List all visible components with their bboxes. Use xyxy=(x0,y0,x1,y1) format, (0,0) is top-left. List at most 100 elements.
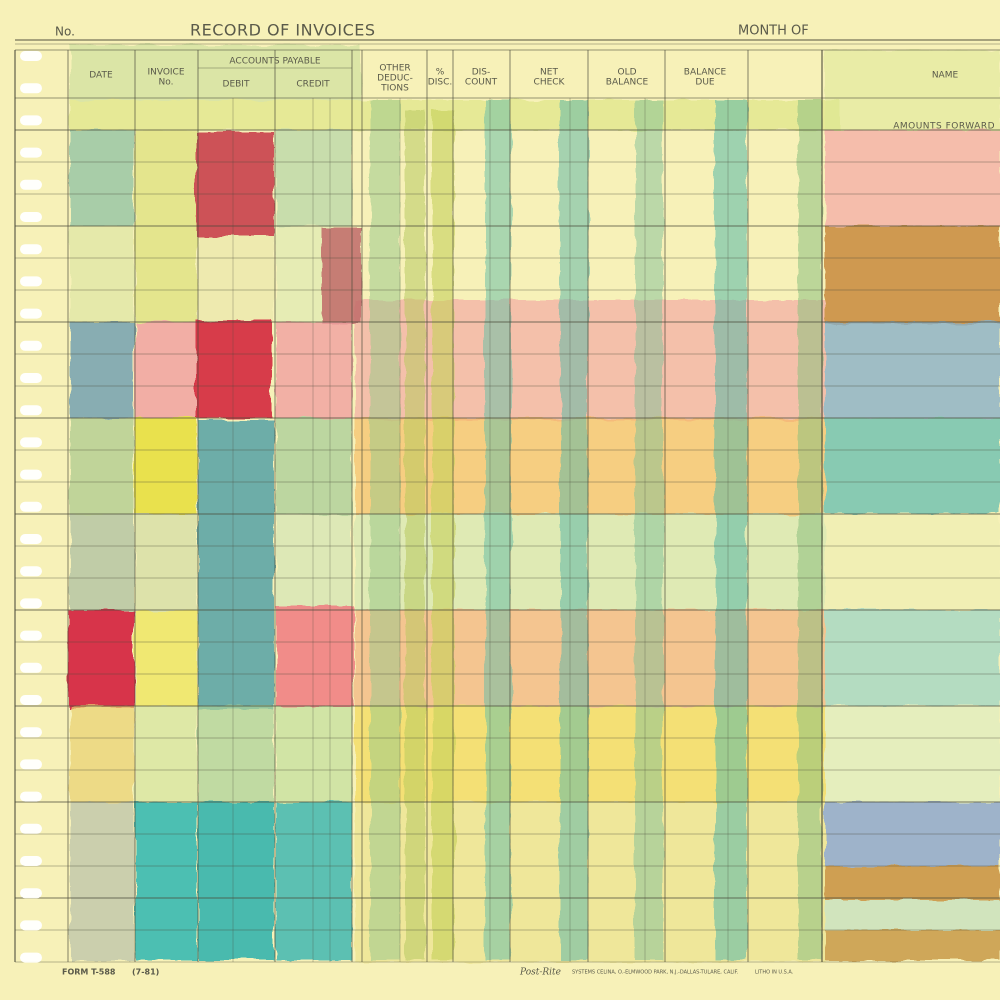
column-header: DIS- xyxy=(472,68,491,78)
month-label: MONTH OF xyxy=(738,24,809,39)
paint-wash xyxy=(276,418,352,514)
paint-wash xyxy=(355,300,825,420)
paint-wash xyxy=(276,606,354,706)
paint-wash xyxy=(825,226,1000,324)
form-title: RECORD OF INVOICES xyxy=(190,21,376,40)
paint-wash xyxy=(825,418,1000,514)
paint-wash xyxy=(355,514,825,610)
binder-hole xyxy=(20,695,42,705)
paint-wash xyxy=(70,514,134,610)
paint-wash xyxy=(276,802,352,960)
paint-wash xyxy=(70,802,134,960)
column-header: OTHER xyxy=(379,64,410,74)
paint-wash xyxy=(196,132,274,236)
binder-hole xyxy=(20,437,42,448)
column-header: DUE xyxy=(695,78,715,88)
binder-hole xyxy=(20,856,42,866)
binder-hole xyxy=(20,276,42,287)
paint-wash xyxy=(198,706,274,802)
paint-wash xyxy=(355,418,825,514)
paint-wash xyxy=(825,130,1000,226)
column-header: TIONS xyxy=(380,84,409,94)
binder-hole xyxy=(20,759,42,770)
paint-wash xyxy=(70,226,134,322)
column-header: DISC. xyxy=(428,78,452,88)
column-header: COUNT xyxy=(465,78,498,88)
amounts-forward: AMOUNTS FORWARD xyxy=(893,122,995,132)
column-header: CHECK xyxy=(534,78,566,88)
paint-wash xyxy=(715,100,747,960)
binder-hole xyxy=(20,598,42,609)
paint-wash xyxy=(276,130,352,226)
ledger-grid xyxy=(14,39,1000,963)
column-header: BALANCE xyxy=(684,68,727,78)
paint-wash xyxy=(68,610,134,708)
binder-hole xyxy=(20,630,42,641)
paint-wash xyxy=(276,706,352,802)
binder-hole xyxy=(20,662,42,673)
binder-hole xyxy=(20,115,42,126)
number-label: No. xyxy=(55,25,75,39)
paint-wash xyxy=(825,514,1000,610)
column-header: NAME xyxy=(932,71,959,81)
binder-hole xyxy=(20,179,42,190)
paint-wash xyxy=(560,100,588,960)
paint-wash xyxy=(135,802,197,960)
paint-wash xyxy=(825,706,1000,802)
paint-wash xyxy=(135,322,197,418)
binder-hole xyxy=(20,340,42,351)
binder-hole xyxy=(20,83,42,94)
form-number: FORM T-588 xyxy=(62,968,116,977)
paint-wash xyxy=(322,228,362,324)
paint-wash xyxy=(135,706,197,802)
paint-wash xyxy=(135,418,197,514)
binder-hole xyxy=(20,566,42,577)
paint-wash xyxy=(355,802,825,962)
binder-hole xyxy=(20,888,42,899)
binder-holes xyxy=(20,51,42,963)
binder-hole xyxy=(20,920,42,931)
binder-hole xyxy=(20,501,42,512)
paint-wash xyxy=(355,610,825,706)
column-header: No. xyxy=(159,78,174,88)
paint-wash xyxy=(370,100,400,960)
column-header: CREDIT xyxy=(296,80,330,90)
column-header: INVOICE xyxy=(147,68,184,78)
binder-hole xyxy=(20,212,42,222)
binder-hole xyxy=(20,823,42,834)
paint-layer xyxy=(68,45,1000,962)
paint-wash xyxy=(825,866,1000,900)
binder-hole xyxy=(20,952,42,963)
paint-wash xyxy=(70,45,360,100)
paint-wash xyxy=(825,322,1000,418)
paint-wash xyxy=(70,418,134,514)
paint-wash xyxy=(70,706,134,802)
paint-wash xyxy=(825,610,1000,706)
binder-hole xyxy=(20,469,42,480)
binder-hole xyxy=(20,534,42,544)
column-header: % xyxy=(436,68,445,78)
binder-hole xyxy=(20,244,42,255)
binder-hole xyxy=(20,405,42,416)
paint-wash xyxy=(135,514,197,610)
brand: Post-Rite xyxy=(519,968,561,978)
paint-wash xyxy=(70,130,134,226)
column-header: NET xyxy=(540,68,558,78)
binder-hole xyxy=(20,147,42,158)
paint-wash xyxy=(432,110,454,960)
paint-wash xyxy=(485,100,511,960)
paint-wash xyxy=(70,322,134,418)
paint-wash xyxy=(825,900,1000,930)
column-header: DEDUC- xyxy=(377,74,413,84)
binder-hole xyxy=(20,373,42,383)
paint-wash xyxy=(825,50,1000,130)
litho: LITHO IN U.S.A. xyxy=(755,970,794,976)
binder-hole xyxy=(20,791,42,802)
column-header: DATE xyxy=(89,71,113,81)
paint-wash xyxy=(198,420,274,710)
paint-wash xyxy=(276,514,352,610)
paint-wash xyxy=(198,236,274,322)
group-label: ACCOUNTS PAYABLE xyxy=(229,57,320,67)
binder-hole xyxy=(20,51,42,61)
printer: SYSTEMS CELINA, O.-ELMWOOD PARK, N.J.-DA… xyxy=(572,970,739,976)
